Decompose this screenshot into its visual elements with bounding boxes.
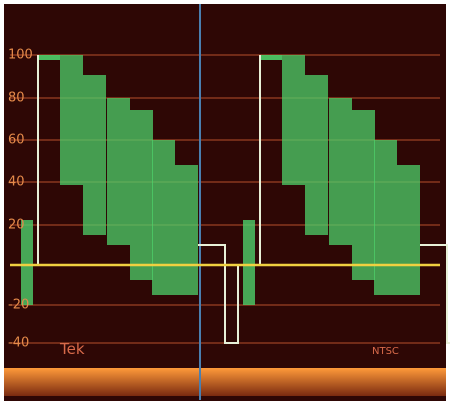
chroma-bar	[152, 140, 175, 295]
chroma-bar	[352, 110, 375, 280]
chroma-bar	[260, 55, 282, 60]
chroma-bar	[374, 140, 397, 295]
scale-label: -20	[8, 298, 29, 313]
burst	[243, 220, 255, 305]
chroma-bar	[38, 55, 60, 60]
chroma-bar	[282, 55, 305, 185]
chroma-bar	[83, 75, 106, 235]
mode: NTSC	[372, 346, 399, 357]
burst	[21, 220, 33, 305]
chroma-bar	[305, 75, 328, 235]
scale-label: 20	[8, 218, 25, 233]
chroma-bar	[60, 55, 83, 185]
scale-label: -40	[8, 336, 29, 351]
scale-label: 40	[8, 175, 25, 190]
chroma-bar	[397, 165, 420, 295]
scale-label: 100	[8, 48, 33, 63]
scale-label: 80	[8, 91, 25, 106]
scale-labels: 100 80 60 40 20 -20 -40	[8, 48, 33, 351]
bottom-glow	[4, 368, 446, 396]
brand: Tek	[59, 340, 85, 358]
chroma-bar	[329, 98, 352, 245]
chroma-bar	[107, 98, 130, 245]
chroma-bar	[175, 165, 198, 295]
scale-label: 60	[8, 133, 25, 148]
chroma-bar	[130, 110, 153, 280]
waveform	[10, 55, 450, 344]
